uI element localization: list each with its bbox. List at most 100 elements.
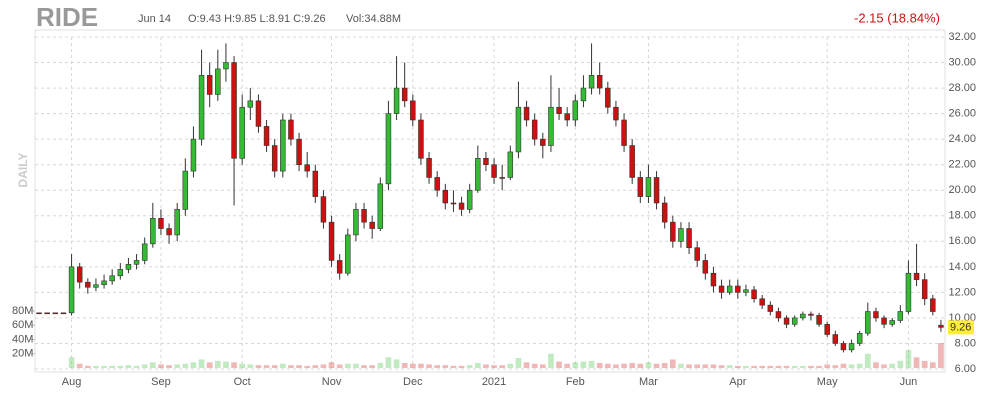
volume-bar [288,365,294,368]
candle-body [377,183,384,229]
y-tick-label: 30.00 [948,56,976,68]
volume-bar [572,362,579,368]
volume-bar [271,365,278,368]
y-tick-label: 26.00 [948,108,976,120]
volume-bar [864,353,871,368]
volume-bar [474,363,481,368]
plot-frame [34,29,946,373]
volume-bar [523,362,530,368]
candle-body [743,289,749,293]
volume-bar [182,363,189,368]
volume-bar [141,364,148,368]
candle-body [52,312,59,315]
candle-body [206,75,213,95]
candle-body [718,285,725,293]
x-tick-label: Sep [151,376,171,388]
x-tick-label: Apr [729,376,746,388]
candle-body [678,228,684,242]
candle-body [239,106,245,159]
volume-bar [613,364,619,368]
volume-bar [938,343,944,368]
volume-bar [409,363,416,368]
candle-body [125,263,132,270]
candle-body [645,177,652,197]
x-tick-label: Mar [639,376,658,388]
volume-bar [279,363,286,368]
candle-body [458,202,465,210]
volume-bar [775,365,782,368]
candle-body [905,272,912,312]
volume-bar [848,364,855,368]
candle-body [426,158,432,178]
candle-body [523,106,530,121]
candle-body [280,119,286,172]
volume-bar [344,363,351,368]
candle-body [312,170,319,197]
candle-body [44,312,50,315]
candle-body [735,285,741,293]
candle-body [491,164,497,178]
volume-bar [734,365,741,368]
volume-bar [328,362,335,368]
volume-bar [897,360,904,368]
volume-bar [149,362,156,368]
x-tick-label: Aug [62,376,82,388]
volume-bar [629,363,636,368]
volume-bar [499,365,506,368]
volume-bar [661,363,668,368]
volume-bar [913,357,920,368]
candle-body [418,119,424,159]
volume-bar [564,363,571,368]
candle-body [507,151,514,178]
volume-bar [791,365,798,368]
volume-bar [507,363,514,368]
volume-tick-label: 20M [12,348,33,360]
candle-body [166,228,172,236]
volume-bar [198,359,205,368]
volume-bar [751,365,757,368]
volume-bar [109,365,116,368]
candle-body [304,164,310,172]
volume-bar [621,363,627,368]
candle-body [141,243,148,261]
volume-bar [637,363,644,368]
candle-body [410,100,416,121]
volume-bar [718,365,725,368]
candle-body [637,177,644,197]
volume-bar [686,364,692,368]
volume-bar [832,365,839,368]
volume-bar [702,364,709,368]
candle-body [385,113,392,185]
candle-body [515,106,522,153]
volume-bar [320,364,327,368]
candle-body [328,221,335,261]
volume-bar [385,357,392,368]
candle-body [353,209,359,236]
candle-body [369,221,375,229]
y-tick-label: 14.00 [948,261,976,273]
candle-body [361,209,367,223]
volume-bar [117,365,124,368]
volume-bar [856,363,863,368]
volume-bar [369,365,376,368]
x-tick-label: Nov [322,376,342,388]
volume-bar [873,362,879,368]
candle-body [800,313,806,319]
volume-bar [450,365,457,368]
candle-body [133,260,140,265]
volume-bar [84,365,91,368]
candle-body [60,312,67,315]
volume-bar [580,361,587,368]
candle-body [686,228,692,248]
candle-body [101,280,107,286]
volume-bar [653,363,660,368]
x-tick-label: 2021 [482,376,506,388]
volume-bar [808,365,814,368]
candle-body [288,119,294,140]
volume-text: Vol:34.88M [346,13,401,25]
volume-bar [678,363,684,368]
x-tick-label: Feb [566,376,585,388]
candle-body [873,311,879,319]
candle-body [572,100,579,121]
